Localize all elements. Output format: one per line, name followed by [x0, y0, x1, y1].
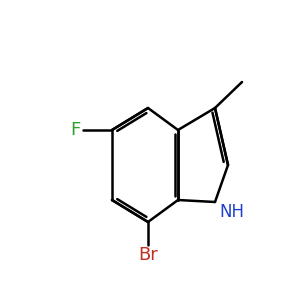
Text: NH: NH: [220, 203, 244, 221]
Text: F: F: [70, 121, 80, 139]
Text: Br: Br: [138, 246, 158, 264]
